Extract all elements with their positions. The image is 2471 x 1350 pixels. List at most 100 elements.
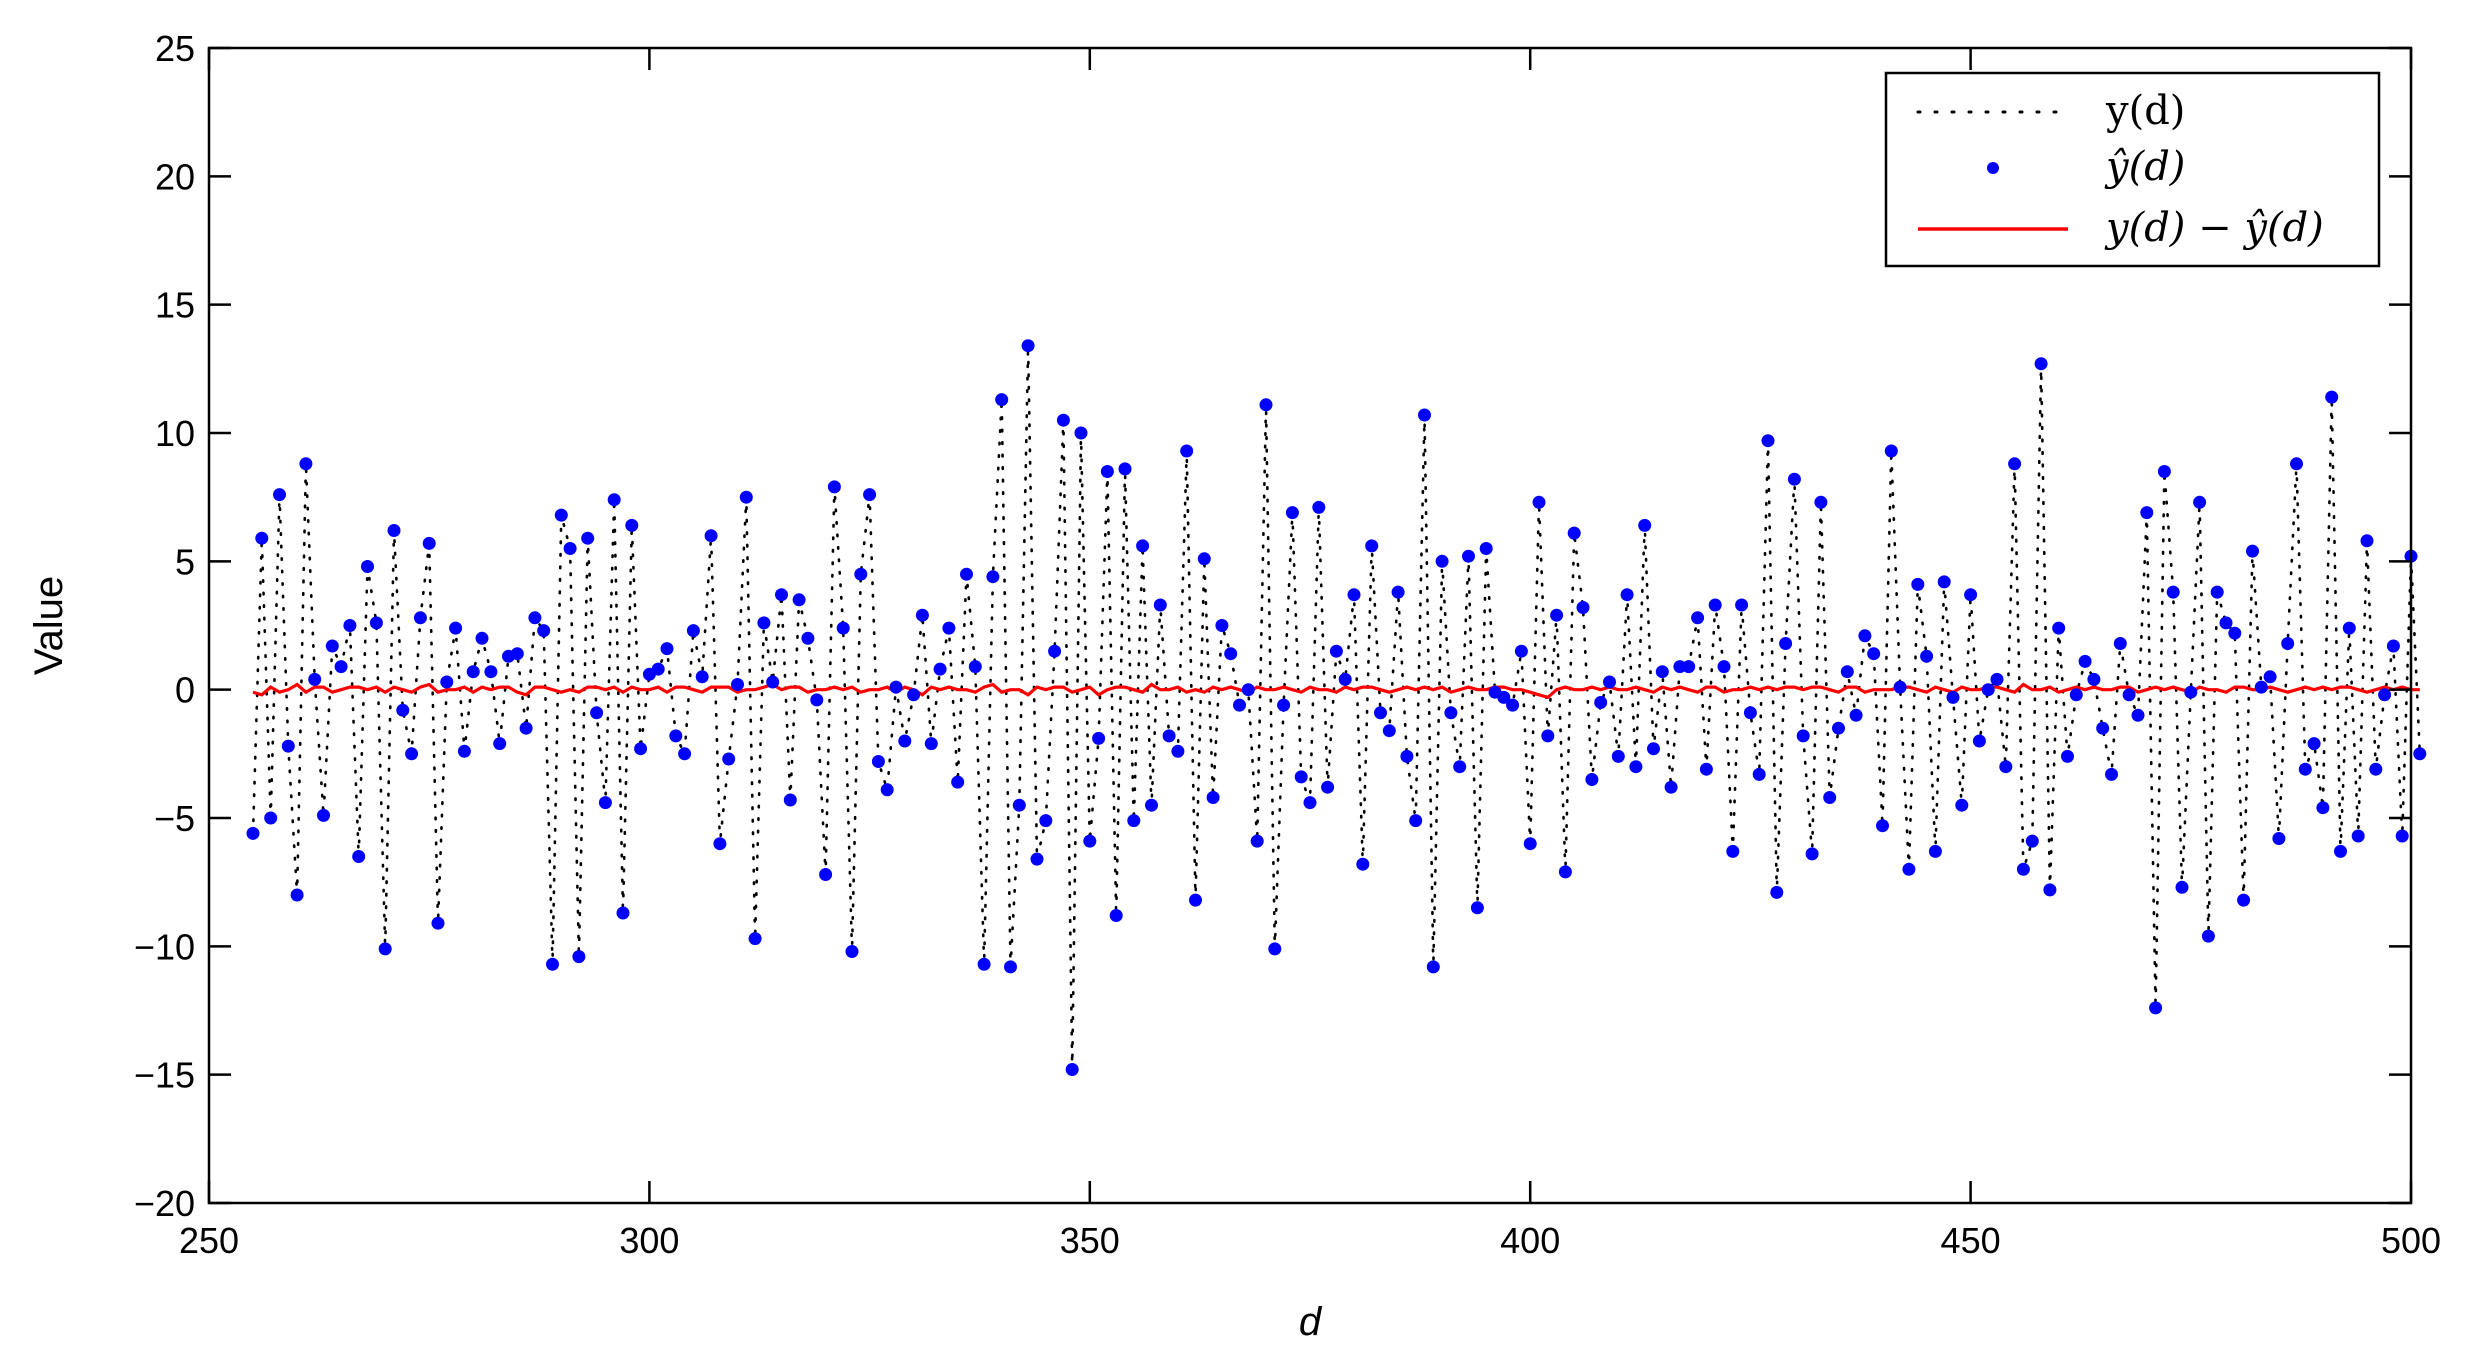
predicted-point: [2140, 506, 2154, 520]
predicted-point: [748, 932, 762, 946]
y-tick-label: 25: [155, 28, 195, 69]
predicted-point: [1867, 647, 1881, 661]
predicted-point: [1444, 706, 1458, 720]
predicted-point: [986, 570, 1000, 584]
predicted-point: [1805, 847, 1819, 861]
predicted-point: [695, 670, 709, 684]
predicted-point: [678, 747, 692, 761]
predicted-point: [1285, 506, 1299, 520]
predicted-point: [1294, 770, 1308, 784]
predicted-point: [1215, 619, 1229, 632]
predicted-point: [1347, 588, 1361, 602]
predicted-point: [396, 703, 410, 717]
predicted-point: [2386, 639, 2400, 653]
predicted-point: [537, 624, 551, 638]
predicted-point: [1065, 1063, 1079, 1076]
predicted-point: [2008, 457, 2022, 471]
predicted-point: [2122, 688, 2136, 702]
predicted-point: [2210, 585, 2224, 599]
predicted-point: [1303, 796, 1317, 810]
x-tick-label: 250: [179, 1220, 239, 1261]
predicted-point: [2395, 829, 2409, 843]
predicted-point: [933, 662, 947, 676]
predicted-point: [2052, 621, 2066, 635]
predicted-point: [1708, 598, 1722, 612]
predicted-point: [1594, 696, 1608, 709]
predicted-point: [2193, 495, 2207, 509]
y-axis-label: Value: [27, 576, 71, 675]
predicted-point: [1655, 665, 1669, 679]
predicted-point: [2254, 680, 2268, 694]
y-tick-label: −15: [134, 1055, 195, 1096]
predicted-point: [1638, 518, 1652, 532]
predicted-point: [1233, 698, 1246, 712]
predicted-point: [1823, 791, 1837, 804]
predicted-point: [951, 775, 965, 789]
predicted-point: [1268, 942, 1282, 956]
predicted-point: [1374, 706, 1387, 720]
predicted-point: [1981, 683, 1995, 697]
predicted-point: [722, 752, 736, 766]
predicted-point: [1629, 760, 1643, 774]
predicted-point: [440, 675, 454, 689]
predicted-point: [1726, 844, 1740, 858]
predicted-point: [484, 665, 498, 679]
predicted-point: [2369, 762, 2383, 776]
plot-area: [246, 339, 2427, 1076]
predicted-point: [1717, 660, 1731, 674]
predicted-point: [1012, 798, 1026, 812]
predicted-point: [246, 826, 260, 840]
predicted-point: [863, 488, 877, 502]
predicted-point: [1462, 549, 1475, 563]
predicted-point: [519, 721, 533, 735]
predicted-point: [2043, 883, 2057, 897]
predicted-point: [1779, 637, 1793, 650]
predicted-point: [2290, 457, 2303, 471]
predicted-point: [1920, 649, 1934, 663]
predicted-point: [651, 662, 665, 676]
predicted-point: [1620, 588, 1634, 602]
predicted-point: [1990, 672, 2004, 686]
predicted-point: [2228, 626, 2242, 640]
legend-box: [1884, 71, 2381, 268]
predicted-point: [466, 665, 480, 679]
predicted-point: [343, 619, 357, 632]
predicted-point: [1787, 472, 1801, 486]
predicted-point: [387, 524, 401, 537]
predicted-point: [942, 621, 956, 635]
predicted-point: [2149, 1001, 2163, 1015]
predicted-point: [352, 850, 366, 863]
predicted-point: [281, 739, 295, 753]
legend: y(d) ŷ(d) y(d) − ŷ(d): [1884, 71, 2381, 268]
predicted-point: [1277, 698, 1291, 712]
predicted-point: [1523, 837, 1537, 851]
predicted-point: [1558, 865, 1572, 879]
predicted-point: [1382, 724, 1396, 738]
predicted-point: [1162, 729, 1176, 743]
predicted-point: [836, 621, 850, 635]
predicted-point: [1224, 647, 1238, 661]
predicted-point: [1893, 680, 1907, 694]
predicted-point: [660, 642, 674, 656]
predicted-point: [1585, 773, 1599, 786]
predicted-point: [1418, 408, 1431, 422]
predicted-point: [1100, 465, 1114, 478]
predicted-point: [2061, 749, 2074, 763]
predicted-point: [1426, 960, 1440, 974]
plot-frame: [207, 46, 2413, 1205]
predicted-point: [1048, 644, 1062, 658]
x-tick-label: 450: [1941, 1220, 2001, 1261]
predicted-point: [960, 567, 973, 581]
predicted-point: [422, 536, 436, 550]
predicted-point: [378, 942, 392, 956]
predicted-point: [2237, 893, 2251, 907]
predicted-point: [2078, 654, 2092, 668]
predicted-point: [1145, 798, 1158, 812]
predicted-point: [2272, 832, 2286, 845]
predicted-point: [2298, 762, 2312, 776]
predicted-point: [1955, 798, 1969, 812]
predicted-point: [2316, 801, 2330, 815]
predicted-point: [924, 737, 938, 751]
predicted-point: [731, 678, 744, 691]
predicted-point: [290, 888, 304, 902]
